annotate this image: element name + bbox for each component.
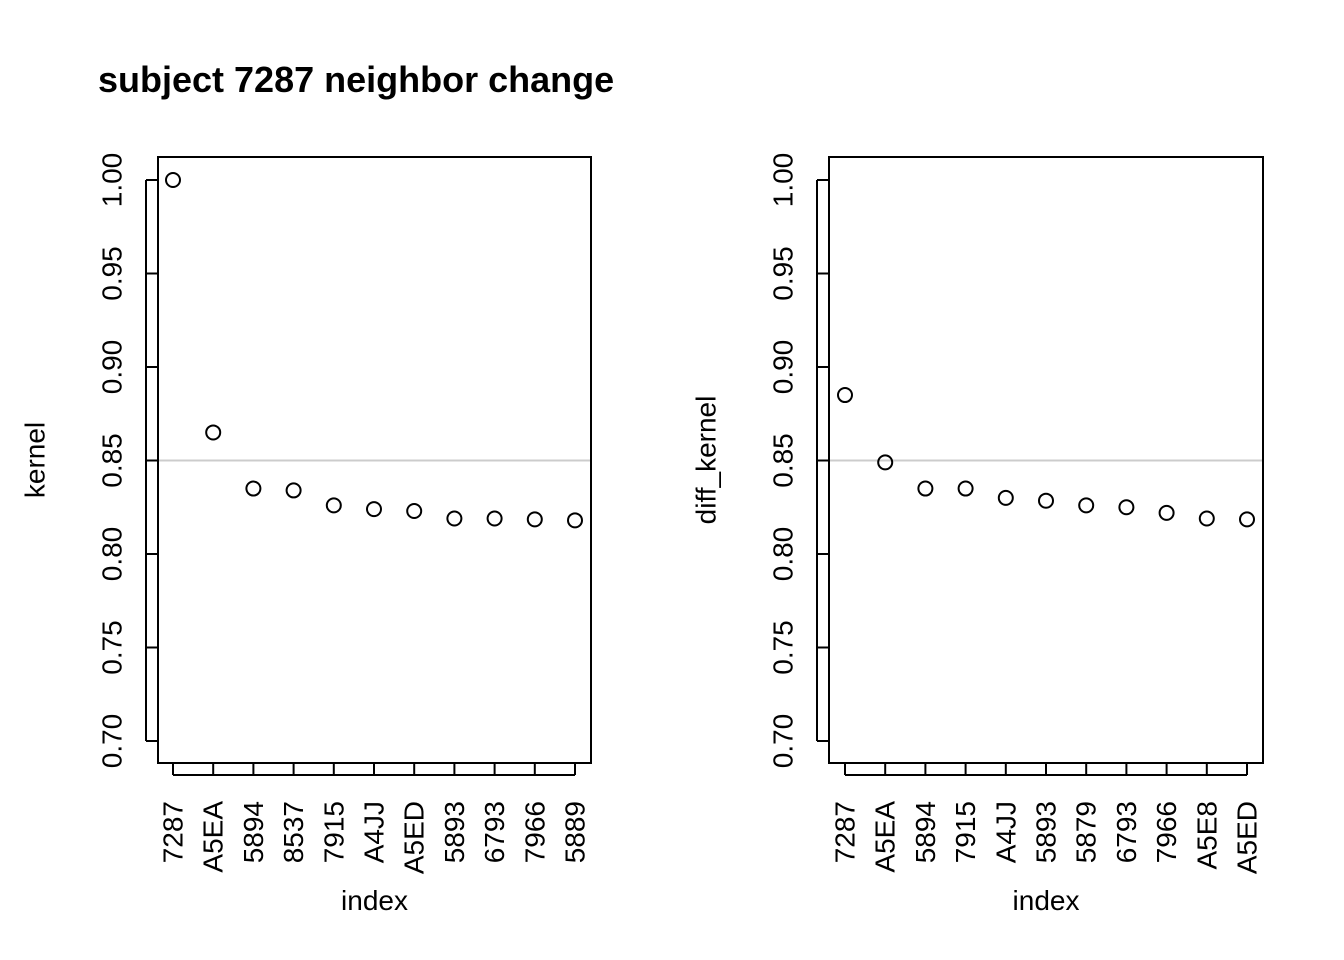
data-point xyxy=(406,502,423,519)
x-axis-label: index xyxy=(341,885,408,916)
x-tick-label: A5ED xyxy=(1232,801,1263,874)
data-point xyxy=(165,172,181,188)
x-tick-label: 5879 xyxy=(1071,801,1102,863)
y-tick-label: 1.00 xyxy=(97,153,128,208)
x-tick-label: 6793 xyxy=(479,801,510,863)
y-tick-label: 0.95 xyxy=(768,246,799,301)
data-point xyxy=(997,489,1014,506)
data-point xyxy=(325,497,342,514)
x-tick-label: 7287 xyxy=(158,801,189,863)
y-tick-label: 1.00 xyxy=(768,153,799,208)
x-tick-label: 5894 xyxy=(910,801,941,863)
data-point xyxy=(285,482,302,499)
data-point xyxy=(1078,497,1095,514)
diff-kernel-panel: 0.70 0.75 0.80 0.85 0.90 0.95 1.00 7287 A5EA 5894… xyxy=(691,153,1264,916)
x-tick-label: 5893 xyxy=(439,801,470,863)
y-axis-label: kernel xyxy=(20,422,51,498)
y-axis-label: diff_kernel xyxy=(691,396,722,525)
chart-title: subject 7287 neighbor change xyxy=(98,59,614,100)
x-tick-label: 7915 xyxy=(950,801,981,863)
y-tick-label: 0.90 xyxy=(768,340,799,395)
y-tick-label: 0.95 xyxy=(97,246,128,301)
x-tick-label: A4JJ xyxy=(990,801,1021,863)
data-point xyxy=(877,454,894,471)
y-tick-label: 0.75 xyxy=(97,620,128,675)
kernel-panel: 0.70 0.75 0.80 0.85 0.90 0.95 1.00 7287 A5EA 5894… xyxy=(20,153,592,916)
y-tick-label: 0.85 xyxy=(768,433,799,488)
x-tick-label: A5EA xyxy=(198,801,229,873)
y-tick-label: 0.80 xyxy=(768,527,799,582)
x-tick-label: 7966 xyxy=(519,801,550,863)
y-tick-label: 0.90 xyxy=(97,340,128,395)
data-point xyxy=(1239,511,1255,528)
y-tick-label: 0.85 xyxy=(97,433,128,488)
data-points xyxy=(837,387,1255,528)
x-axis: 7287 A5EA 5894 7915 A4JJ 5893 5879 6793 7966 A5E8… xyxy=(830,763,1263,874)
x-tick-label: 5893 xyxy=(1031,801,1062,863)
x-tick-label: A5ED xyxy=(399,801,430,874)
x-tick-label: A4JJ xyxy=(359,801,390,863)
x-tick-label: 7287 xyxy=(830,801,861,863)
x-tick-label: A5EA xyxy=(870,801,901,873)
data-point xyxy=(486,510,503,527)
x-tick-label: A5E8 xyxy=(1191,801,1222,870)
x-tick-label: 5894 xyxy=(238,801,269,863)
data-point xyxy=(205,424,222,441)
x-axis: 7287 A5EA 5894 8537 7915 A4JJ A5ED 5893 6793 7966… xyxy=(158,763,591,874)
data-point xyxy=(1038,492,1054,509)
data-point xyxy=(1158,504,1175,521)
data-point xyxy=(837,387,853,404)
x-tick-label: 6793 xyxy=(1111,801,1142,863)
y-axis: 0.70 0.75 0.80 0.85 0.90 0.95 1.00 xyxy=(768,153,829,769)
x-tick-label: 7915 xyxy=(318,801,349,863)
data-point xyxy=(957,480,974,497)
data-point xyxy=(1118,499,1135,516)
y-tick-label: 0.80 xyxy=(97,527,128,582)
data-point xyxy=(526,511,543,528)
data-point xyxy=(245,480,262,497)
x-axis-label: index xyxy=(1013,885,1080,916)
y-tick-label: 0.70 xyxy=(97,714,128,769)
x-tick-label: 5889 xyxy=(560,801,591,863)
x-tick-label: 7966 xyxy=(1151,801,1182,863)
y-tick-label: 0.70 xyxy=(768,714,799,769)
data-point xyxy=(917,480,934,497)
data-point xyxy=(446,510,463,527)
data-point xyxy=(366,501,382,518)
y-axis: 0.70 0.75 0.80 0.85 0.90 0.95 1.00 xyxy=(97,153,158,769)
x-tick-label: 8537 xyxy=(278,801,309,863)
data-points xyxy=(165,172,583,529)
y-tick-label: 0.75 xyxy=(768,620,799,675)
data-point xyxy=(567,512,583,529)
data-point xyxy=(1198,510,1215,527)
